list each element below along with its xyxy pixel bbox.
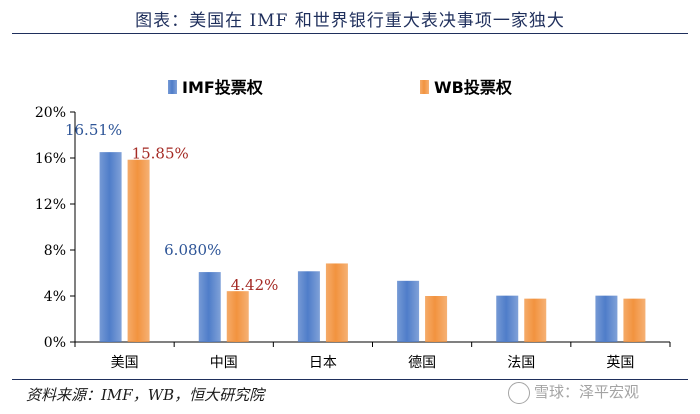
y-tick-label: 12% [35,197,66,213]
legend-swatch-wb [420,80,429,94]
watermark-text: 雪球：泽平宏观 [534,383,640,401]
bar-wb [425,296,448,342]
x-tick-label: 法国 [507,355,535,371]
watermark-logo-icon [508,381,530,404]
x-tick-label: 中国 [210,355,238,371]
title-rule [12,33,688,34]
legend-label-wb: WB投票权 [434,78,513,97]
data-label: 16.51% [65,121,122,139]
bar-wb [127,159,150,342]
x-tick-label: 美国 [111,355,139,371]
data-label: 4.42% [231,276,279,294]
bar-imf [397,280,420,342]
y-tick-label: 20% [35,105,66,121]
watermark: 雪球：泽平宏观 [508,381,639,404]
y-tick-label: 0% [44,335,66,351]
source-rule [12,379,688,380]
source-note: 资料来源：IMF，WB，恒大研究院 [26,386,265,404]
bar-wb [524,298,547,342]
legend-swatch-imf [168,80,177,94]
y-tick-label: 8% [44,243,66,259]
bar-wb [623,298,646,342]
legend-label-imf: IMF投票权 [182,78,264,97]
data-label: 6.080% [164,241,221,259]
data-label: 15.85% [132,145,189,163]
bar-wb [325,263,348,342]
bar-imf [99,152,122,342]
bar-imf [297,271,320,342]
y-tick-label: 16% [35,151,66,167]
y-tick-label: 4% [44,289,66,305]
x-tick-label: 德国 [408,355,436,371]
bar-imf [198,272,221,342]
bar-imf [595,295,618,342]
x-tick-label: 英国 [606,354,634,371]
chart-title: 图表：美国在 IMF 和世界银行重大表决事项一家独大 [135,11,565,31]
bar-wb [226,291,249,342]
x-tick-label: 日本 [309,355,337,371]
bar-imf [496,295,519,342]
